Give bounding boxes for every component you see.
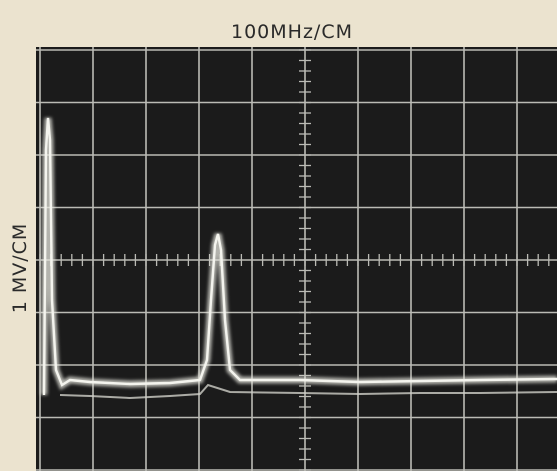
vertical-scale-label: 1 MV/CM bbox=[9, 223, 31, 314]
trace-line bbox=[42, 117, 557, 396]
trace bbox=[40, 117, 557, 400]
trace-line-lower bbox=[59, 383, 557, 400]
graticule bbox=[36, 47, 557, 471]
screen bbox=[36, 47, 557, 471]
horizontal-scale-label: 100MHz/CM bbox=[231, 21, 353, 43]
